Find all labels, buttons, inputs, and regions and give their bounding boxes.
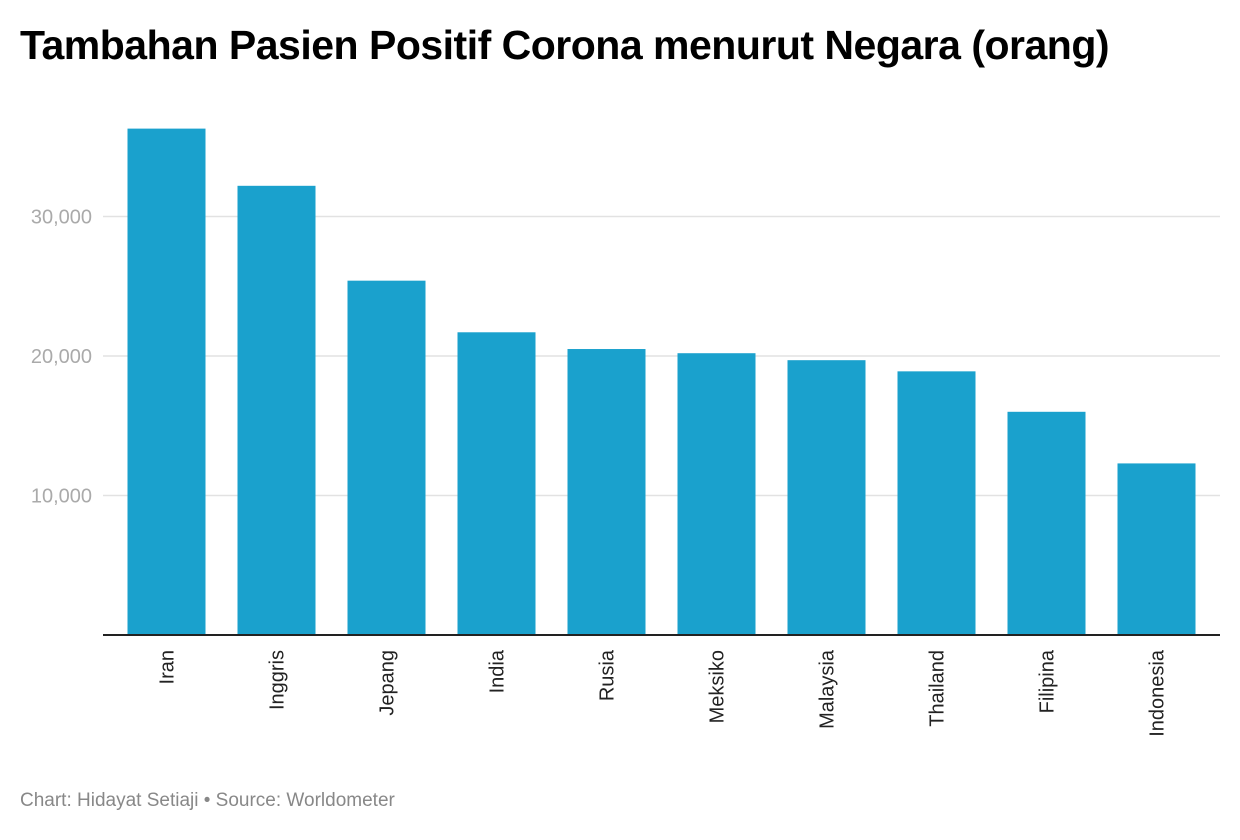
x-tick-label: Indonesia xyxy=(1147,649,1169,737)
x-tick-label: Filipina xyxy=(1037,649,1059,713)
x-tick-label: Iran xyxy=(157,650,179,684)
chart-title: Tambahan Pasien Positif Corona menurut N… xyxy=(20,22,1110,68)
chart-footer: Chart: Hidayat Setiaji • Source: Worldom… xyxy=(20,790,395,811)
y-tick-label: 20,000 xyxy=(31,346,92,368)
bar-jepang xyxy=(347,280,426,635)
y-tick-label: 10,000 xyxy=(31,486,92,508)
bar-india xyxy=(457,332,536,635)
x-tick-label: India xyxy=(487,649,509,693)
x-tick-label: Thailand xyxy=(927,650,949,727)
x-tick-label: Inggris xyxy=(267,650,289,710)
bar-inggris xyxy=(237,185,316,635)
bar-thailand xyxy=(897,371,976,635)
x-tick-label: Rusia xyxy=(597,649,619,701)
bar-indonesia xyxy=(1117,463,1196,635)
x-tick-label: Meksiko xyxy=(707,650,729,723)
bar-filipina xyxy=(1007,411,1086,635)
x-tick-label: Jepang xyxy=(377,650,399,716)
x-tick-label: Malaysia xyxy=(817,649,839,729)
bar-iran xyxy=(127,128,206,636)
bar-meksiko xyxy=(677,353,756,635)
bar-malaysia xyxy=(787,360,866,635)
y-tick-label: 30,000 xyxy=(31,207,92,229)
bar-rusia xyxy=(567,349,646,635)
